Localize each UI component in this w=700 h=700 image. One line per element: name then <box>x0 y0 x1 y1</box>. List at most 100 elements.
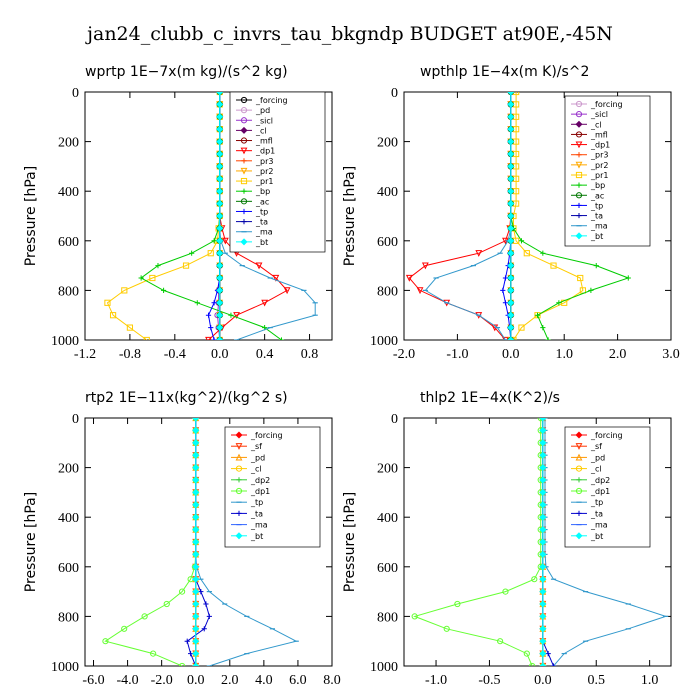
legend-label: _pr1 <box>255 177 273 186</box>
data-point <box>141 613 148 620</box>
data-point <box>109 312 117 319</box>
data-point <box>192 612 200 620</box>
legend-label: _ac <box>255 197 269 206</box>
data-point <box>539 426 547 434</box>
x-tick-label: -1.0 <box>425 673 447 688</box>
data-point <box>150 650 157 657</box>
legend-box <box>564 426 651 548</box>
y-axis-label: Pressure [hPa] <box>23 492 39 592</box>
legend-marker <box>575 465 583 472</box>
legend-label: _pr3 <box>590 151 608 160</box>
legend-label: _dp1 <box>590 141 610 150</box>
legend-label: _ma <box>250 521 268 530</box>
legend-label: _forcing <box>255 96 288 105</box>
legend-marker <box>241 208 247 215</box>
data-point <box>507 262 515 270</box>
y-tick-label: 200 <box>58 462 79 477</box>
data-point <box>192 575 200 583</box>
legend-label: _bt <box>590 232 603 241</box>
y-tick-label: 400 <box>58 511 79 526</box>
data-point <box>507 212 515 220</box>
data-point <box>192 563 200 571</box>
legend-label: _pd <box>590 453 605 462</box>
legend-label: _tp <box>250 498 263 507</box>
data-point <box>625 275 631 281</box>
data-point <box>192 451 200 459</box>
series-group <box>104 92 318 340</box>
legend-label: _bt <box>590 532 603 541</box>
legend-label: _pd <box>255 106 270 115</box>
legend-label: _ta <box>590 212 603 221</box>
data-point <box>507 175 515 183</box>
x-tick-label: 2.0 <box>609 347 627 362</box>
data-point <box>192 662 200 666</box>
legend: _forcing_sicl_cl_mfl_dp1_pr3_pr2_pr1_bp_… <box>564 95 651 247</box>
x-tick-label: 0.0 <box>502 347 520 362</box>
data-point <box>216 92 224 96</box>
legend-marker <box>575 131 583 138</box>
data-point <box>534 312 541 318</box>
legend-marker <box>575 443 583 450</box>
x-tick-label: -0.5 <box>478 673 500 688</box>
legend-marker <box>240 117 248 124</box>
chart-panel-4: thlp2 1E−4x(K^2)/s Pressure [hPa] 0 200 400 6… <box>342 390 672 688</box>
data-point <box>216 125 224 133</box>
data-point <box>206 613 212 619</box>
data-point <box>233 312 240 319</box>
data-point <box>205 336 212 340</box>
legend-marker <box>240 137 248 144</box>
legend-marker <box>575 532 583 540</box>
data-point <box>502 336 509 340</box>
data-point <box>507 113 515 121</box>
legend-label: _cl <box>590 465 602 474</box>
y-tick-label: 200 <box>377 462 398 477</box>
legend-marker <box>576 510 582 516</box>
legend-marker <box>236 477 242 483</box>
legend-label: _ma <box>255 228 273 237</box>
data-point <box>192 488 200 496</box>
legend-label: _forcing <box>250 431 283 440</box>
data-point <box>211 300 217 306</box>
y-tick-label: 1000 <box>51 334 79 349</box>
data-point <box>160 287 167 293</box>
data-point <box>178 662 186 666</box>
data-point <box>261 299 269 307</box>
legend-marker <box>240 96 248 104</box>
x-tick-label: -4.0 <box>117 673 139 688</box>
y-tick-label: 800 <box>58 284 79 299</box>
y-axis-label: Pressure [hPa] <box>342 166 358 266</box>
y-tick-label: 200 <box>377 136 398 151</box>
data-point <box>588 287 594 293</box>
data-point <box>539 563 547 571</box>
data-point <box>192 418 200 422</box>
legend-label: _ta <box>590 509 603 518</box>
data-point <box>539 501 547 509</box>
data-point <box>539 600 547 608</box>
data-point <box>507 125 515 133</box>
data-point <box>507 162 515 170</box>
data-point <box>502 588 509 595</box>
legend-marker <box>240 238 248 246</box>
legend-label: _sicl <box>590 110 608 119</box>
data-point <box>216 274 224 282</box>
data-point <box>216 200 224 208</box>
x-tick-label: 1.0 <box>555 347 573 362</box>
x-tick-label: 0.0 <box>211 347 229 362</box>
data-point <box>192 464 200 472</box>
series-line-dp1 <box>408 92 512 340</box>
data-point <box>216 311 224 319</box>
chart-panel-3: rtp2 1E−11x(kg^2)/(kg^2 s) Pressure [hPa]… <box>23 390 341 688</box>
legend-marker <box>235 465 243 472</box>
legend-label: _pr2 <box>590 161 608 170</box>
data-point <box>539 637 547 645</box>
data-point <box>539 464 547 472</box>
x-tick-label: 3.0 <box>662 347 680 362</box>
data-point <box>194 300 200 306</box>
legend-marker <box>240 167 248 175</box>
legend-label: _pr2 <box>255 167 273 176</box>
data-point <box>216 100 224 108</box>
data-point <box>216 237 224 245</box>
y-tick-label: 0 <box>391 86 398 101</box>
data-point <box>216 286 224 294</box>
x-tick-label: 0.8 <box>301 347 319 362</box>
